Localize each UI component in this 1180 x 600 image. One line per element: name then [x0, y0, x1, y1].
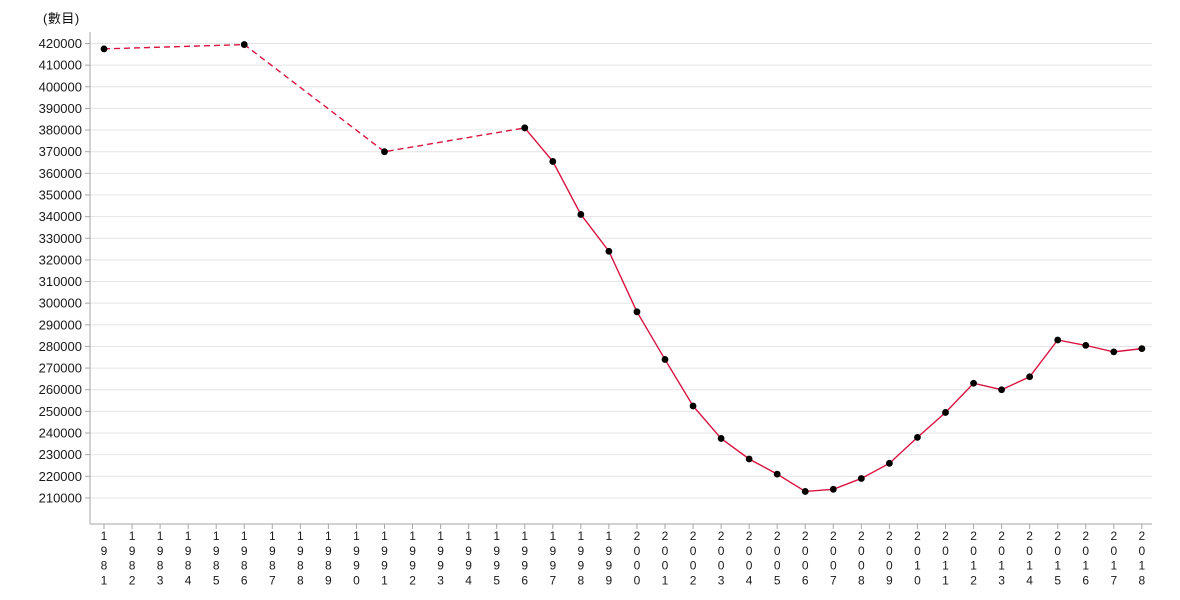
y-tick-label: 370000 [39, 144, 82, 159]
y-tick-label: 360000 [39, 166, 82, 181]
y-tick-label: 340000 [39, 209, 82, 224]
y-tick-label: 280000 [39, 339, 82, 354]
y-tick-label: 410000 [39, 58, 82, 73]
y-axis-unit-label: (數目) [43, 11, 80, 26]
y-tick-label: 270000 [39, 361, 82, 376]
data-point-marker [549, 158, 557, 165]
data-point-marker [381, 148, 388, 156]
data-point-marker [857, 475, 865, 482]
data-point-marker [1054, 336, 1062, 344]
data-point-marker [633, 308, 641, 316]
y-tick-label: 240000 [39, 426, 82, 441]
data-point-marker [577, 211, 585, 218]
y-tick-label: 300000 [39, 296, 82, 311]
y-tick-label: 390000 [39, 101, 82, 116]
y-tick-label: 420000 [39, 36, 82, 51]
data-point-marker [745, 455, 753, 463]
data-point-marker [970, 379, 977, 387]
data-point-marker [240, 41, 248, 48]
y-tick-label: 260000 [39, 382, 82, 397]
data-point-marker [914, 433, 921, 441]
y-tick-label: 380000 [39, 123, 82, 138]
data-point-marker [689, 402, 697, 410]
data-point-marker [829, 485, 837, 493]
y-tick-label: 250000 [39, 404, 82, 419]
y-tick-label: 330000 [39, 231, 82, 246]
data-point-marker [521, 124, 529, 132]
data-point-marker [886, 459, 893, 467]
data-point-marker [998, 386, 1005, 394]
series-line-solid [524, 127, 1142, 493]
y-tick-label: 220000 [39, 469, 82, 484]
data-point-marker [1026, 373, 1034, 381]
data-point-marker [801, 488, 809, 495]
data-point-marker [942, 409, 949, 416]
y-tick-label: 320000 [39, 252, 82, 267]
data-point-marker [1082, 341, 1090, 349]
data-point-marker [605, 247, 613, 255]
y-tick-label: 290000 [39, 317, 82, 332]
data-point-marker [717, 435, 725, 442]
data-point-marker [100, 45, 108, 53]
data-point-marker [661, 356, 669, 363]
data-point-marker [773, 470, 781, 478]
y-tick-label: 400000 [39, 79, 82, 94]
data-point-marker [1110, 348, 1118, 356]
series-line-dashed [103, 43, 525, 153]
y-tick-label: 310000 [39, 274, 82, 289]
data-point-marker [1138, 345, 1146, 353]
y-tick-label: 350000 [39, 187, 82, 202]
y-tick-label: 210000 [39, 490, 82, 505]
y-tick-label: 230000 [39, 447, 82, 462]
